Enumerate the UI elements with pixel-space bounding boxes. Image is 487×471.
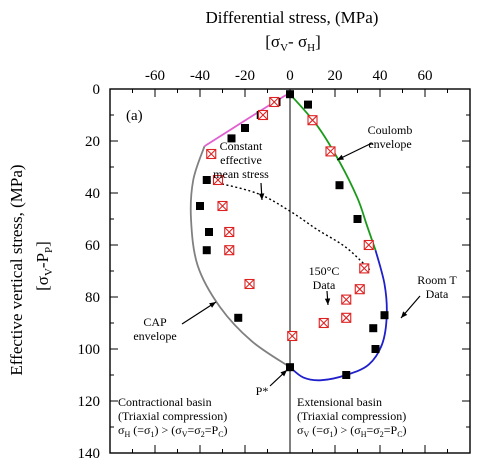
- room-t-point: [234, 313, 243, 322]
- x-tick-label: 40: [373, 68, 388, 84]
- curve-cap-envelope: [189, 145, 291, 368]
- leader-arrows: [181, 142, 421, 387]
- curve-cap-blue: [289, 249, 388, 382]
- curve-coulomb-envelope: [289, 93, 377, 251]
- y-tick-label: 40: [85, 186, 100, 202]
- point-150c: [363, 239, 374, 251]
- y-tick-label: 60: [85, 238, 100, 254]
- point-150c: [224, 245, 235, 256]
- point-150c: [269, 96, 280, 108]
- data-markers: [196, 90, 389, 379]
- arrow-head: [401, 311, 408, 318]
- room-t-point: [380, 311, 389, 320]
- y-tick-label: 20: [85, 134, 100, 150]
- point-150c: [341, 294, 352, 305]
- x-tick-label: -20: [235, 68, 255, 84]
- room-t-point: [202, 176, 211, 184]
- point-150c: [244, 278, 255, 290]
- point-150c: [359, 263, 370, 274]
- room-t-point: [196, 202, 204, 210]
- arrow-head: [280, 370, 287, 377]
- data150-label-1: 150°C: [309, 264, 340, 278]
- x-axis-title: Differential stress, (MPa): [206, 8, 379, 27]
- point-150c: [341, 312, 352, 323]
- point-150c: [354, 284, 365, 295]
- constant-mean-label-3: mean stress: [213, 167, 269, 181]
- x-tick-label: 60: [418, 68, 433, 84]
- contractional-sub: (Triaxial compression): [118, 409, 227, 423]
- arrow-head: [337, 154, 344, 160]
- room-t-point: [202, 246, 211, 255]
- x-tick-label: 20: [328, 68, 343, 84]
- point-150c: [224, 226, 235, 238]
- panel-label: (a): [126, 108, 143, 124]
- leader-arrow: [336, 142, 373, 161]
- y-tick-label: 0: [93, 82, 101, 98]
- point-150c: [287, 330, 298, 342]
- constant-mean-label-2: effective: [220, 153, 262, 167]
- pstar-label: P*: [256, 384, 269, 398]
- curve-constant-effective-mean-stress: [204, 179, 372, 272]
- x-tick-label: 0: [286, 68, 294, 84]
- roomt-label-2: Data: [426, 287, 449, 301]
- arrow-head: [258, 193, 265, 200]
- room-t-point: [342, 371, 351, 379]
- point-150c: [257, 109, 269, 121]
- room-t-point: [205, 228, 213, 236]
- constant-mean-label-1: Constant: [220, 139, 263, 153]
- y-axis-formula: [σV-PP]: [33, 241, 55, 291]
- room-t-point: [286, 90, 294, 99]
- point-150c: [307, 115, 318, 126]
- roomt-label-1: Room T: [417, 273, 457, 287]
- room-t-point: [241, 124, 249, 132]
- point-150c: [318, 317, 329, 329]
- room-t-point: [369, 324, 378, 333]
- point-150c: [217, 200, 228, 212]
- arrow-head: [209, 302, 216, 308]
- x-tick-label: -60: [145, 68, 165, 84]
- cap-label-2: envelope: [133, 329, 176, 343]
- extensional-relation: σV (=σ1) > (σH=σ2=PC): [297, 423, 407, 439]
- point-150c: [206, 148, 217, 160]
- room-t-point: [227, 134, 236, 143]
- room-t-point: [335, 181, 344, 190]
- extensional-title: Extensional basin: [297, 395, 382, 409]
- room-t-point: [304, 100, 312, 109]
- room-t-point: [353, 215, 362, 223]
- y-tick-label: 140: [78, 446, 101, 462]
- arrow-head: [324, 298, 331, 305]
- y-axis-title: Effective vertical stress, (MPa): [7, 164, 26, 375]
- y-tick-label: 100: [78, 342, 101, 358]
- room-t-point: [371, 345, 380, 353]
- y-tick-label: 80: [85, 290, 100, 306]
- axis-ticks: -60 -40 -20 0 20 40 60 0 20 40 60 80 100 120 140: [78, 68, 471, 462]
- coulomb-label-2: envelope: [368, 137, 411, 151]
- x-axis-formula: [σV- σH]: [265, 32, 321, 54]
- extensional-sub: (Triaxial compression): [297, 409, 406, 423]
- room-t-point: [286, 363, 294, 372]
- y-tick-label: 120: [78, 394, 101, 410]
- x-tick-label: -40: [190, 68, 210, 84]
- coulomb-label-1: Coulomb: [368, 123, 413, 137]
- data150-label-2: Data: [313, 278, 336, 292]
- cap-label-1: CAP: [143, 315, 167, 329]
- contractional-relation: σH (=σ1) > (σV=σ2=PC): [118, 423, 228, 439]
- contractional-title: Contractional basin: [118, 395, 212, 409]
- annotations: (a) Constant effective mean stress Coulo…: [118, 108, 457, 439]
- point-150c: [212, 174, 224, 186]
- leader-arrow: [181, 301, 217, 325]
- point-150c: [325, 146, 336, 157]
